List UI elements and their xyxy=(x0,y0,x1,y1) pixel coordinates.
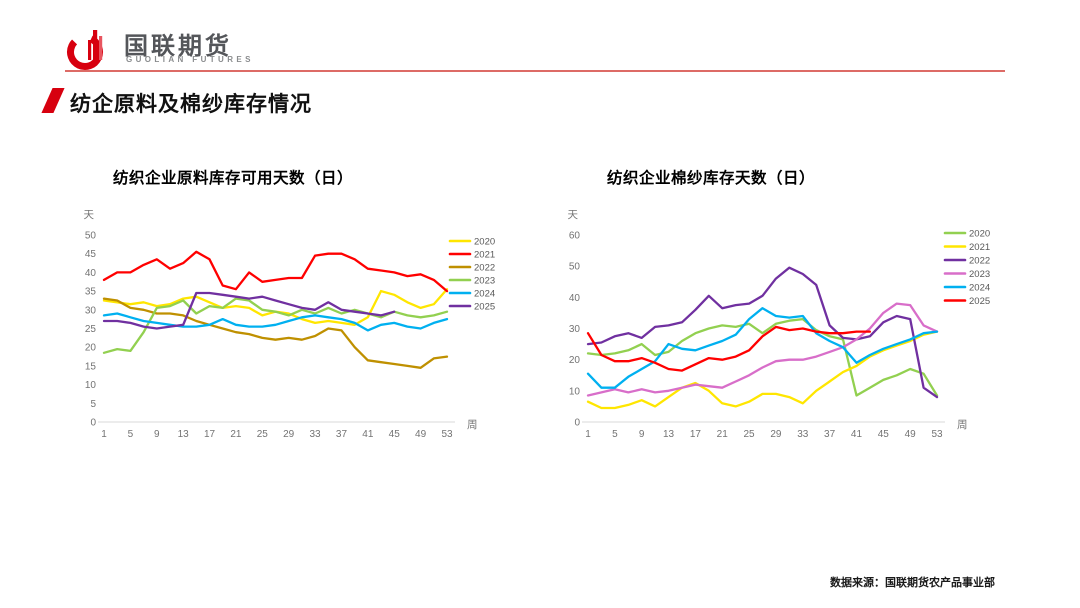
header-divider xyxy=(65,70,1005,72)
x-axis-tick-label: 17 xyxy=(690,429,702,440)
x-axis-tick-label: 9 xyxy=(154,429,160,440)
legend-label-2023: 2023 xyxy=(474,276,495,287)
red-slash-icon xyxy=(41,88,65,113)
x-axis-tick-label: 1 xyxy=(585,429,591,440)
x-axis-tick-label: 21 xyxy=(230,429,242,440)
data-source-note: 数据来源：国联期货农产品事业部 xyxy=(830,577,995,589)
x-axis-tick-label: 49 xyxy=(905,429,917,440)
x-axis-tick-label: 41 xyxy=(362,429,374,440)
legend-label-2023: 2023 xyxy=(969,269,990,280)
x-axis-tick-label: 33 xyxy=(310,429,322,440)
legend-label-2025: 2025 xyxy=(474,302,495,313)
x-axis-unit-label: 周 xyxy=(957,419,968,431)
series-line-2023 xyxy=(586,302,939,397)
y-axis-tick-label: 20 xyxy=(85,343,97,354)
series-line-2020 xyxy=(102,288,449,326)
series-line-2020 xyxy=(586,317,939,397)
legend-label-2024: 2024 xyxy=(969,283,990,294)
yarn-inventory-chart: 天 0 10 20 30 40 50 60 1 5 9 13 17 21 25 29 33 37 41 45 49 53 周… xyxy=(568,209,991,440)
x-axis-tick-label: 5 xyxy=(128,429,134,440)
series-line-2022 xyxy=(586,266,939,399)
x-axis-tick-label: 1 xyxy=(101,429,107,440)
y-axis-tick-label: 45 xyxy=(85,249,97,260)
series-line-2021 xyxy=(586,330,939,410)
x-axis-tick-label: 25 xyxy=(257,429,269,440)
x-axis-tick-label: 53 xyxy=(931,429,943,440)
y-axis-tick-label: 40 xyxy=(569,293,581,304)
x-axis-tick-label: 9 xyxy=(639,429,645,440)
legend-label-2022: 2022 xyxy=(474,263,495,274)
y-axis-tick-label: 15 xyxy=(85,361,97,372)
x-axis-tick-label: 41 xyxy=(851,429,863,440)
x-axis-tick-label: 13 xyxy=(178,429,190,440)
brand-name-cn: 国联期货 xyxy=(124,33,232,60)
series-line-2024 xyxy=(586,307,939,389)
x-axis-tick-label: 37 xyxy=(824,429,836,440)
y-axis-tick-label: 35 xyxy=(85,287,97,298)
y-axis-tick-label: 0 xyxy=(90,418,96,429)
y-axis-tick-label: 25 xyxy=(85,324,97,335)
series-line-2025 xyxy=(102,291,396,330)
page-title: 纺企原料及棉纱库存情况 xyxy=(70,93,312,116)
x-axis-unit-label: 周 xyxy=(467,419,478,431)
legend-label-2020: 2020 xyxy=(969,229,990,240)
y-axis-tick-label: 5 xyxy=(90,399,96,410)
x-axis-tick-label: 33 xyxy=(797,429,809,440)
x-axis-tick-label: 49 xyxy=(415,429,427,440)
y-axis-tick-label: 0 xyxy=(574,418,580,429)
legend-label-2024: 2024 xyxy=(474,289,495,300)
x-axis-tick-label: 45 xyxy=(878,429,890,440)
y-axis-unit-label: 天 xyxy=(568,209,579,221)
y-axis-tick-label: 20 xyxy=(569,355,581,366)
x-axis-tick-label: 21 xyxy=(717,429,729,440)
y-axis-tick-label: 60 xyxy=(569,231,581,242)
x-axis-tick-label: 45 xyxy=(389,429,401,440)
y-axis-tick-label: 30 xyxy=(569,324,581,335)
guolian-logo-icon xyxy=(67,30,103,70)
y-axis-tick-label: 50 xyxy=(569,262,581,273)
y-axis-tick-label: 10 xyxy=(569,386,581,397)
x-axis-tick-label: 53 xyxy=(441,429,453,440)
x-axis-tick-label: 13 xyxy=(663,429,675,440)
chart-title-raw-material: 纺织企业原料库存可用天数（日） xyxy=(113,170,354,187)
x-axis-tick-label: 29 xyxy=(283,429,295,440)
series-line-2024 xyxy=(102,312,449,332)
legend-label-2021: 2021 xyxy=(474,250,495,261)
series-line-2025 xyxy=(586,325,872,372)
legend-label-2025: 2025 xyxy=(969,296,990,307)
y-axis-tick-label: 30 xyxy=(85,305,97,316)
header-logo: 国联期货 GUOLIAN FUTURES xyxy=(66,22,326,72)
y-axis-unit-label: 天 xyxy=(84,209,95,221)
brand-name-en: GUOLIAN FUTURES xyxy=(126,55,254,64)
x-axis-tick-label: 37 xyxy=(336,429,348,440)
y-axis-tick-label: 40 xyxy=(85,268,97,279)
y-axis-tick-label: 50 xyxy=(85,231,97,242)
x-axis-tick-label: 5 xyxy=(612,429,618,440)
series-line-2022 xyxy=(102,297,449,369)
legend-label-2021: 2021 xyxy=(969,242,990,253)
x-axis-tick-label: 17 xyxy=(204,429,216,440)
x-axis-tick-label: 25 xyxy=(744,429,756,440)
legend-label-2020: 2020 xyxy=(474,237,495,248)
series-line-2021 xyxy=(102,250,449,293)
y-axis-tick-label: 10 xyxy=(85,380,97,391)
chart-title-yarn: 纺织企业棉纱库存天数（日） xyxy=(607,170,816,187)
legend-label-2022: 2022 xyxy=(969,256,990,267)
x-axis-tick-label: 29 xyxy=(770,429,782,440)
